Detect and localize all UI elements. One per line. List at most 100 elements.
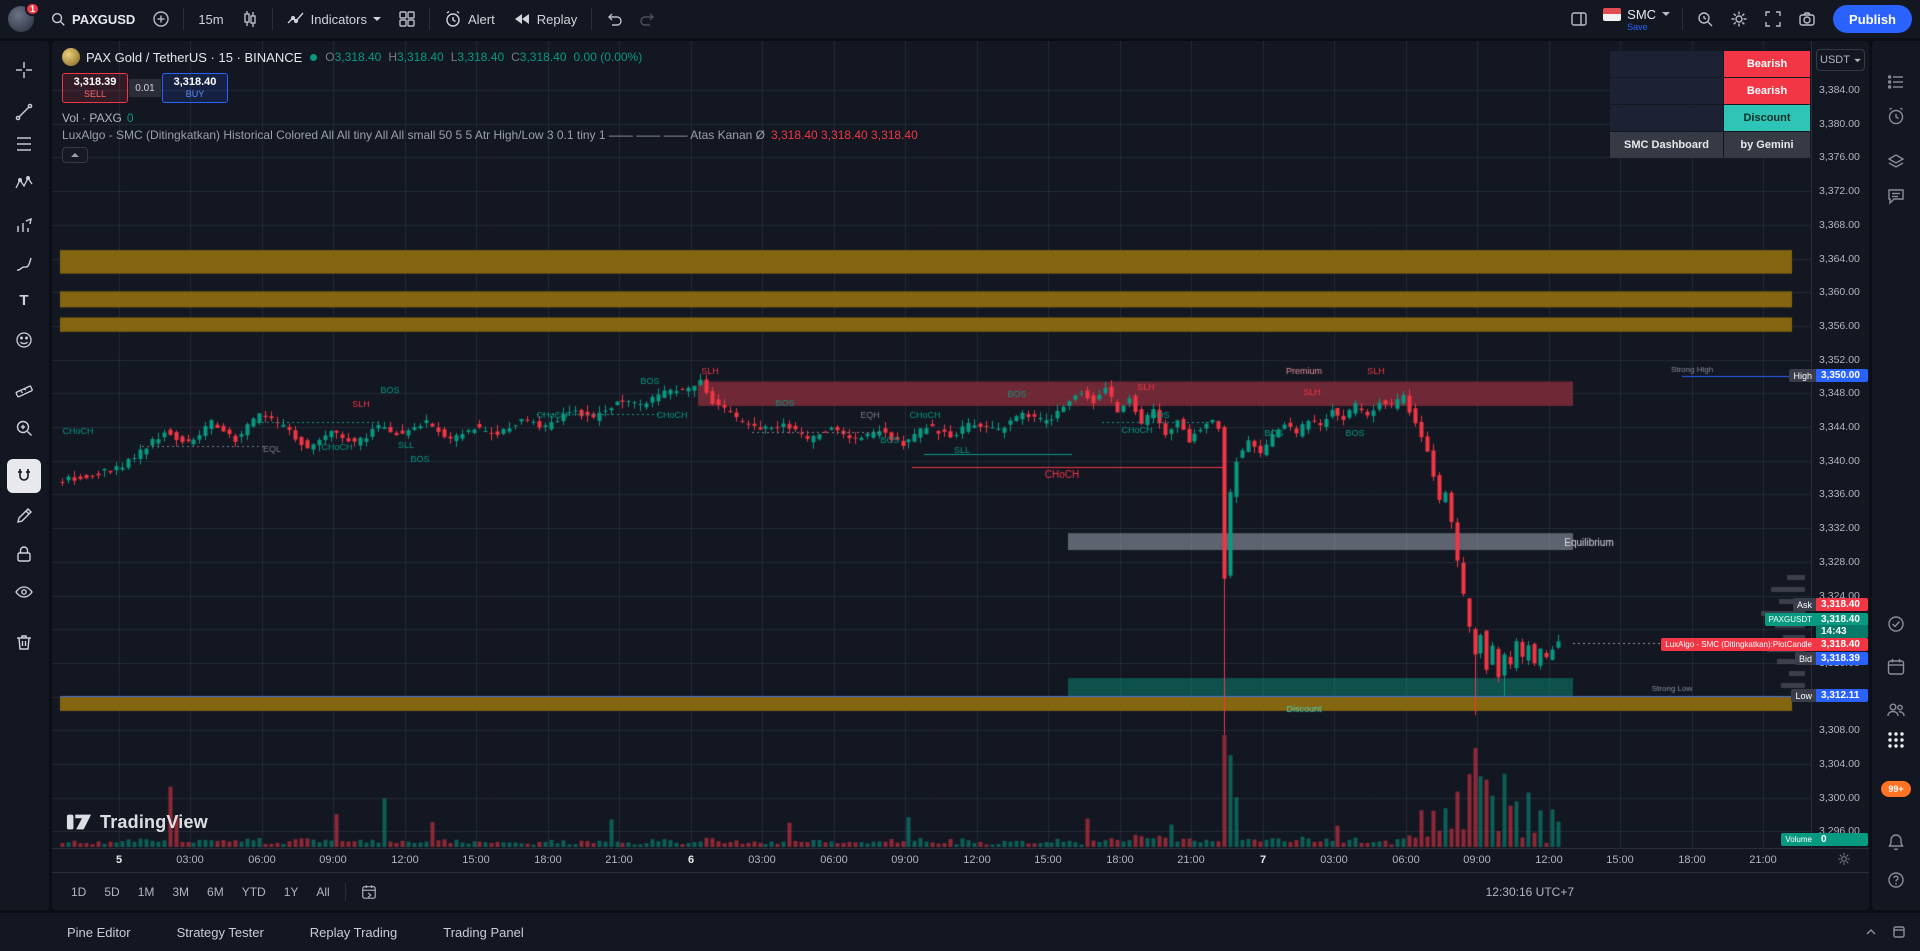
zoom-tool[interactable] xyxy=(7,411,41,445)
indicators-button[interactable]: Indicators xyxy=(279,5,389,33)
time-tick: 6 xyxy=(687,854,695,866)
notifications-count-badge[interactable]: 99+ xyxy=(1881,781,1911,797)
chart-region[interactable]: TradingView PAX Gold / TetherUS · 15 · B… xyxy=(52,41,1811,848)
apps-grid-icon xyxy=(1887,731,1905,749)
user-avatar[interactable]: 1 xyxy=(8,2,40,32)
range-toolbar: 1D 5D 1M 3M 6M YTD 1Y All 12:30:16 UTC+7 xyxy=(52,872,1869,910)
emoji-icon xyxy=(14,330,34,350)
price-tick: 3,336.00 xyxy=(1819,488,1860,501)
chat-button[interactable] xyxy=(1879,179,1913,213)
range-5d[interactable]: 5D xyxy=(104,884,120,899)
quick-search-button[interactable] xyxy=(1689,5,1721,33)
indicators-label: Indicators xyxy=(310,11,367,27)
price-tick: 3,360.00 xyxy=(1819,286,1860,299)
alert-button[interactable]: Alert xyxy=(436,5,503,33)
lock-icon xyxy=(14,544,34,564)
tab-strategy-tester[interactable]: Strategy Tester xyxy=(176,924,264,940)
text-tool[interactable]: T xyxy=(7,283,41,317)
session-clock[interactable]: 12:30:16 UTC+7 xyxy=(1485,884,1574,899)
alerts-button[interactable] xyxy=(1879,99,1913,133)
hotlist-button[interactable] xyxy=(1879,145,1913,179)
apps-grid-button[interactable] xyxy=(1879,723,1913,757)
tab-pine-editor[interactable]: Pine Editor xyxy=(67,924,131,940)
forecast-tool[interactable] xyxy=(7,209,41,243)
range-1y[interactable]: 1Y xyxy=(283,884,299,899)
price-axis[interactable]: USDT 3,384.00 3,380.00 3,376.00 3,372.00 3,3… xyxy=(1661,41,1869,848)
time-tick: 15:00 xyxy=(1034,854,1062,866)
chart-legend: PAX Gold / TetherUS · 15 · BINANCE O3,31… xyxy=(62,47,918,163)
layout-grid-button[interactable] xyxy=(391,5,423,33)
redo-icon xyxy=(639,10,657,28)
range-1d[interactable]: 1D xyxy=(71,884,87,899)
interval-button[interactable]: 15m xyxy=(190,5,231,33)
range-1m[interactable]: 1M xyxy=(137,884,155,899)
dashboard-value: Bearish xyxy=(1724,51,1810,77)
magnet-tool[interactable] xyxy=(7,459,41,493)
community-button[interactable] xyxy=(1879,693,1913,727)
range-all[interactable]: All xyxy=(316,884,330,899)
fullscreen-button[interactable] xyxy=(1757,5,1789,33)
volume-legend[interactable]: Vol · PAXG 0 xyxy=(62,111,134,125)
legend-collapse-button[interactable] xyxy=(62,147,88,163)
eye-icon xyxy=(14,582,34,602)
cursor-tool[interactable] xyxy=(7,53,41,87)
hide-tool[interactable] xyxy=(7,575,41,609)
symbol-title[interactable]: PAX Gold / TetherUS · 15 · BINANCE xyxy=(86,49,303,65)
panel-toggle-button[interactable] xyxy=(1563,5,1595,33)
magnet-icon xyxy=(14,466,34,486)
calendar-button[interactable] xyxy=(1879,650,1913,684)
replay-label: Replay xyxy=(536,11,578,27)
tradingview-watermark: TradingView xyxy=(66,809,208,835)
edit-tool[interactable] xyxy=(7,499,41,533)
price-tick: 3,308.00 xyxy=(1819,724,1860,737)
layout-name-button[interactable]: SMC Save xyxy=(1597,7,1676,32)
range-3m[interactable]: 3M xyxy=(172,884,190,899)
price-chart-canvas[interactable] xyxy=(52,41,1811,848)
price-label-countdown: 14:43 xyxy=(1816,625,1868,638)
settings-button[interactable] xyxy=(1723,5,1755,33)
people-icon xyxy=(1886,700,1906,720)
time-axis[interactable]: 5 03:00 06:00 09:00 12:00 15:00 18:00 21:00 6 03:… xyxy=(52,848,1869,872)
ideas-button[interactable] xyxy=(1879,607,1913,641)
ruler-tool[interactable] xyxy=(7,371,41,405)
fib-tool[interactable] xyxy=(7,127,41,161)
ohlc-values: O3,318.40 H3,318.40 L3,318.40 C3,318.40 … xyxy=(325,50,643,64)
tab-trading-panel[interactable]: Trading Panel xyxy=(443,924,524,940)
watchlist-button[interactable] xyxy=(1879,65,1913,99)
time-tick: 09:00 xyxy=(891,854,919,866)
publish-button[interactable]: Publish xyxy=(1833,5,1912,33)
time-tick: 18:00 xyxy=(1678,854,1706,866)
range-ytd[interactable]: YTD xyxy=(241,884,266,899)
emoji-tool[interactable] xyxy=(7,323,41,357)
goto-date-button[interactable] xyxy=(352,880,386,904)
buy-button[interactable]: 3,318.40 BUY xyxy=(162,73,228,103)
chart-type-button[interactable] xyxy=(234,5,266,33)
panel-expand-button[interactable] xyxy=(1864,925,1878,939)
redo-button[interactable] xyxy=(632,5,664,33)
tab-replay-trading[interactable]: Replay Trading xyxy=(309,924,398,940)
range-6m[interactable]: 6M xyxy=(207,884,224,899)
trendline-tool[interactable] xyxy=(7,95,41,129)
price-tick: 3,332.00 xyxy=(1819,522,1860,535)
alarm-clock-icon xyxy=(1886,106,1906,126)
pattern-tool[interactable] xyxy=(7,167,41,201)
sell-button[interactable]: 3,318.39 SELL xyxy=(62,73,128,103)
save-status[interactable]: Save xyxy=(1627,21,1648,32)
brush-tool[interactable] xyxy=(7,247,41,281)
currency-selector[interactable]: USDT xyxy=(1816,49,1865,71)
lock-tool[interactable] xyxy=(7,537,41,571)
undo-button[interactable] xyxy=(598,5,630,33)
bell-button[interactable] xyxy=(1879,825,1913,859)
chat-bubble-icon xyxy=(1886,186,1906,206)
axis-settings-gear-icon[interactable] xyxy=(1837,852,1851,866)
delete-tool[interactable] xyxy=(7,625,41,659)
help-button[interactable] xyxy=(1879,863,1913,897)
indicator-legend[interactable]: LuxAlgo - SMC (Ditingkatkan) Historical … xyxy=(62,128,918,142)
symbol-search-button[interactable]: PAXGUSD xyxy=(42,5,143,33)
screenshot-button[interactable] xyxy=(1791,5,1823,33)
panel-maximize-button[interactable] xyxy=(1892,925,1906,939)
camera-icon xyxy=(1798,10,1816,28)
bottom-panel-tabs: Pine Editor Strategy Tester Replay Tradi… xyxy=(0,913,1920,951)
replay-button[interactable]: Replay xyxy=(505,5,585,33)
add-symbol-button[interactable] xyxy=(145,5,177,33)
